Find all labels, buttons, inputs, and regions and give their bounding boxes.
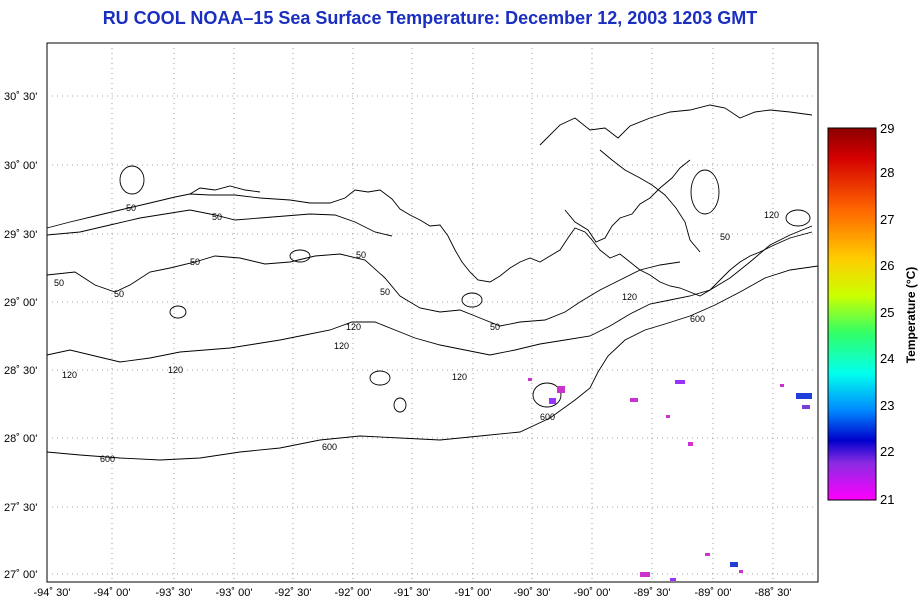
contour-loop-6 xyxy=(785,209,811,227)
lat-label: 29˚ 30' xyxy=(4,229,37,241)
lon-label: -89˚ 00' xyxy=(695,587,732,599)
lat-label: 29˚ 00' xyxy=(4,297,37,309)
contour-label-50: 50 xyxy=(212,212,222,222)
contour-label-120: 120 xyxy=(62,370,77,380)
sst-patches xyxy=(528,378,812,581)
lat-label: 27˚ 30' xyxy=(4,502,37,514)
contour-120 xyxy=(46,225,813,363)
contour-600 xyxy=(46,265,819,461)
contour-label-120: 120 xyxy=(764,210,779,220)
contour-label-600: 600 xyxy=(540,412,555,422)
sst-patch xyxy=(688,442,693,446)
contour-label-120: 120 xyxy=(168,365,183,375)
lon-label: -94˚ 00' xyxy=(94,587,131,599)
sst-patch xyxy=(675,380,685,384)
contour-loop-7 xyxy=(289,249,311,263)
contour-label-120: 120 xyxy=(346,322,361,332)
lon-label: -92˚ 30' xyxy=(275,587,312,599)
contour-loop-4 xyxy=(369,370,391,386)
coastline-barrier xyxy=(189,185,261,195)
contour-label-600: 600 xyxy=(100,454,115,464)
lat-label: 27˚ 00' xyxy=(4,569,37,581)
sst-patch xyxy=(557,386,565,393)
bathymetry-contours xyxy=(46,165,819,461)
colorbar-tick-label: 28 xyxy=(880,165,894,180)
contour-label-120: 120 xyxy=(622,292,637,302)
temperature-colorbar: 29 28 27 26 25 24 23 22 21 Temperature (… xyxy=(827,121,918,507)
contour-label-50: 50 xyxy=(54,278,64,288)
contour-label-120: 120 xyxy=(334,341,349,351)
lon-label: -91˚ 00' xyxy=(455,587,492,599)
map-frame xyxy=(46,42,819,583)
lon-label: -89˚ 30' xyxy=(634,587,671,599)
latitude-labels: 30˚ 30' 30˚ 00' 29˚ 30' 29˚ 00' 28˚ 30' … xyxy=(4,91,37,581)
contour-label-50: 50 xyxy=(190,257,200,267)
colorbar-tick-label: 29 xyxy=(880,121,894,136)
coastline-islands xyxy=(564,159,691,243)
coastline xyxy=(46,104,813,297)
coastline-inner xyxy=(599,149,701,253)
sst-patch xyxy=(705,553,710,556)
lon-label: -94˚ 30' xyxy=(34,587,71,599)
colorbar-title: Temperature (°C) xyxy=(904,267,918,364)
contour-loop-8 xyxy=(461,292,483,308)
lon-label: -90˚ 30' xyxy=(514,587,551,599)
contour-50-north xyxy=(46,209,393,237)
sst-patch xyxy=(640,572,650,577)
contour-label-50: 50 xyxy=(126,203,136,213)
sst-patch xyxy=(802,405,810,409)
contour-loop-2 xyxy=(169,305,187,319)
lon-label: -93˚ 30' xyxy=(156,587,193,599)
lat-lon-grid xyxy=(47,43,818,582)
contour-50-mid xyxy=(46,253,681,327)
colorbar-tick-label: 21 xyxy=(880,492,894,507)
lon-label: -90˚ 00' xyxy=(574,587,611,599)
contour-label-50: 50 xyxy=(490,322,500,332)
lat-label: 28˚ 00' xyxy=(4,433,37,445)
sst-patch xyxy=(730,562,738,567)
colorbar-tick-label: 24 xyxy=(880,351,894,366)
contour-labels: 50 50 50 50 50 50 50 50 50 120 120 120 1… xyxy=(54,203,779,464)
sst-patch xyxy=(666,415,670,418)
contour-loop-1 xyxy=(119,165,145,195)
contour-label-600: 600 xyxy=(322,442,337,452)
lat-label: 30˚ 00' xyxy=(4,160,37,172)
contour-loop-5 xyxy=(690,169,720,215)
contour-label-50: 50 xyxy=(720,232,730,242)
contour-label-50: 50 xyxy=(114,289,124,299)
sst-patch xyxy=(739,570,743,573)
longitude-labels: -94˚ 30' -94˚ 00' -93˚ 30' -93˚ 00' -92˚… xyxy=(34,587,792,599)
lat-label: 28˚ 30' xyxy=(4,365,37,377)
colorbar-tick-label: 25 xyxy=(880,305,894,320)
lon-label: -91˚ 30' xyxy=(394,587,431,599)
contour-loop-9 xyxy=(532,382,562,408)
sst-patch xyxy=(670,578,676,581)
contour-label-50: 50 xyxy=(356,250,366,260)
contour-loop-3 xyxy=(393,397,407,413)
colorbar-tick-label: 27 xyxy=(880,212,894,227)
lon-label: -93˚ 00' xyxy=(216,587,253,599)
coastline-west xyxy=(46,189,813,297)
colorbar-tick-label: 22 xyxy=(880,444,894,459)
lon-label: -92˚ 00' xyxy=(335,587,372,599)
sst-patch xyxy=(796,393,812,399)
contour-label-600: 600 xyxy=(690,314,705,324)
colorbar-gradient xyxy=(827,127,877,501)
map-title: RU COOL NOAA–15 Sea Surface Temperature:… xyxy=(102,8,758,28)
lon-label: -88˚ 30' xyxy=(755,587,792,599)
lat-label: 30˚ 30' xyxy=(4,91,37,103)
sst-patch xyxy=(630,398,638,402)
sst-patch xyxy=(549,398,556,404)
sst-patch xyxy=(780,384,784,387)
sst-patch xyxy=(528,378,532,381)
colorbar-tick-label: 26 xyxy=(880,258,894,273)
contour-label-120: 120 xyxy=(452,372,467,382)
colorbar-tick-label: 23 xyxy=(880,398,894,413)
coastline-delta xyxy=(539,104,813,146)
contour-label-50: 50 xyxy=(380,287,390,297)
